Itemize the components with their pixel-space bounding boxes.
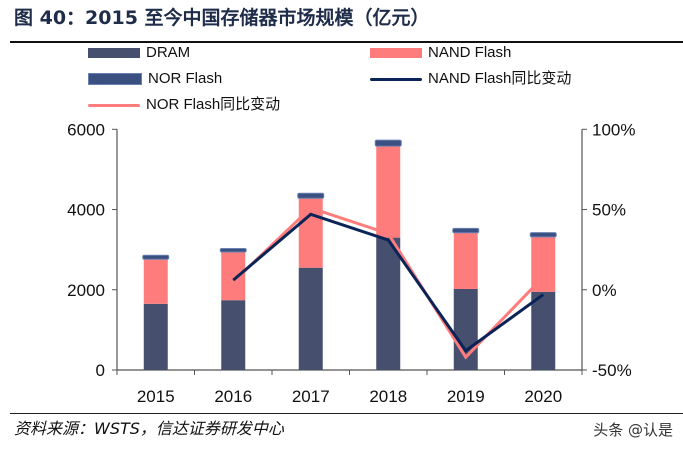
legend-label: NAND Flash bbox=[428, 44, 512, 61]
x-tick-label: 2016 bbox=[214, 387, 252, 406]
legend-label: NOR Flash同比变动 bbox=[146, 96, 281, 113]
bar-nor-flash-2015 bbox=[142, 254, 170, 260]
title-divider bbox=[10, 41, 683, 43]
legend-label: DRAM bbox=[146, 44, 191, 61]
watermark: 头条 @认是 bbox=[589, 420, 673, 440]
x-tick-label: 2019 bbox=[447, 387, 485, 406]
legend-swatch bbox=[370, 77, 422, 81]
chart-title: 图 40：2015 至今中国存储器市场规模（亿元） bbox=[14, 7, 430, 29]
right-tick-label: 0% bbox=[592, 281, 617, 300]
left-tick-label: 6000 bbox=[67, 120, 105, 139]
bar-nand-flash-2018 bbox=[376, 146, 401, 238]
left-tick-label: 4000 bbox=[67, 201, 105, 220]
bar-dram-2015 bbox=[143, 303, 168, 370]
bar-nor-flash-2020 bbox=[529, 232, 557, 238]
bar-dram-2016 bbox=[221, 300, 246, 370]
x-tick-label: 2018 bbox=[369, 387, 407, 406]
legend-swatch bbox=[88, 73, 142, 85]
bar-nor-flash-2016 bbox=[219, 247, 247, 253]
chart: 0 2000 4000 6000 -50% 0% 50% 100% 2015 2016 2017 20… bbox=[67, 120, 635, 406]
x-tick-label: 2015 bbox=[137, 387, 175, 406]
bar-dram-2017 bbox=[298, 267, 323, 370]
legend-item: NAND Flash同比变动 bbox=[370, 70, 571, 88]
source-note: 资料来源：WSTS，信达证券研发中心 bbox=[14, 419, 284, 438]
legend-swatch bbox=[88, 48, 140, 58]
bar-dram-2018 bbox=[376, 237, 401, 370]
right-tick-label: -50% bbox=[592, 361, 632, 380]
legend-label: NAND Flash同比变动 bbox=[428, 70, 572, 87]
x-tick-label: 2017 bbox=[292, 387, 330, 406]
bar-nand-flash-2016 bbox=[221, 252, 246, 301]
legend-item: NOR Flash bbox=[88, 70, 222, 88]
bar-nand-flash-2019 bbox=[453, 232, 478, 289]
left-tick-label: 0 bbox=[96, 361, 105, 380]
legend-label: NOR Flash bbox=[148, 70, 223, 87]
bar-nor-flash-2018 bbox=[374, 139, 402, 147]
legend-item: NAND Flash bbox=[370, 44, 511, 62]
bar-nor-flash-2019 bbox=[452, 227, 480, 234]
x-tick-label: 2020 bbox=[524, 387, 562, 406]
footer-divider bbox=[10, 413, 683, 414]
legend-item: NOR Flash同比变动 bbox=[88, 96, 280, 114]
bar-dram-2020 bbox=[531, 291, 556, 370]
bar-nor-flash-2017 bbox=[297, 192, 325, 199]
legend-swatch bbox=[370, 48, 422, 58]
right-tick-label: 100% bbox=[592, 120, 635, 139]
bar-nand-flash-2020 bbox=[531, 236, 556, 292]
left-tick-label: 2000 bbox=[67, 281, 105, 300]
bar-nand-flash-2015 bbox=[143, 259, 168, 304]
legend-swatch bbox=[88, 103, 140, 107]
legend-item: DRAM bbox=[88, 44, 190, 62]
right-tick-label: 50% bbox=[592, 201, 626, 220]
